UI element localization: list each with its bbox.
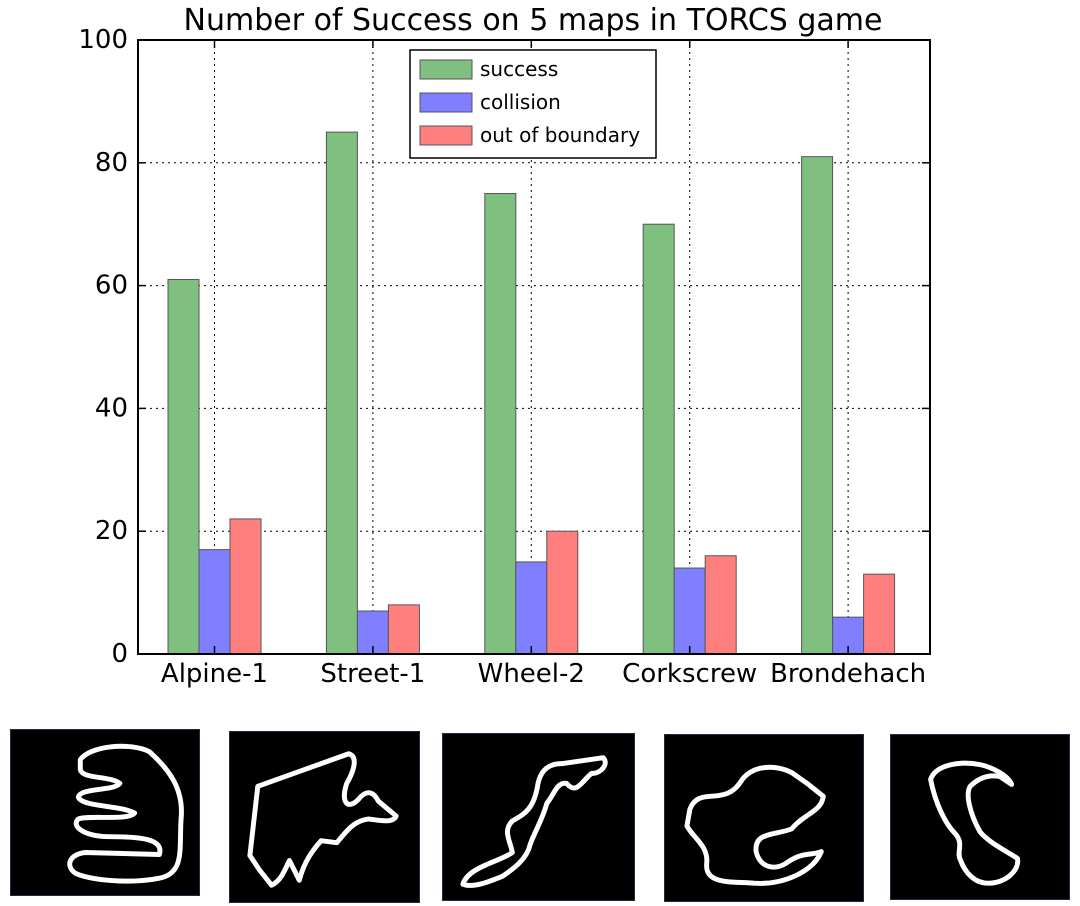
y-tick-label: 80 [95,148,128,178]
track-map-wheel-2 [442,733,635,901]
bar-chart: Number of Success on 5 maps in TORCS gam… [78,3,931,689]
alpine-1-track-map-icon [67,743,184,884]
track-map-alpine-1 [10,729,200,896]
bar-collision-wheel-2 [515,561,548,655]
street-1-track-map-icon [247,751,399,888]
bar-out-of-boundary-wheel-2 [546,530,579,655]
x-tick-label: Wheel-2 [478,659,585,689]
chart-title: Number of Success on 5 maps in TORCS gam… [184,3,883,38]
y-tick-label: 0 [111,639,128,669]
bar-out-of-boundary-corkscrew [704,555,737,655]
track-map-street-1 [229,731,420,903]
legend-swatch [419,125,473,146]
legend-label: collision [480,90,561,114]
bar-success-wheel-2 [484,193,517,655]
bar-success-corkscrew [642,223,675,655]
bar-collision-corkscrew [673,567,706,655]
legend-label: success [480,57,558,81]
legend-swatch [419,92,473,113]
bar-out-of-boundary-alpine-1 [229,518,262,655]
bar-success-street-1 [325,131,358,655]
bar-success-brondehach [801,156,834,655]
bar-out-of-boundary-street-1 [387,604,420,655]
legend-swatch [419,59,473,80]
y-tick-label: 60 [95,271,128,301]
bar-success-alpine-1 [167,278,200,655]
y-tick-label: 100 [78,25,128,55]
bar-collision-alpine-1 [198,549,231,655]
legend-label: out of boundary [480,123,640,147]
x-tick-label: Street-1 [320,659,425,689]
track-map-corkscrew [664,734,864,902]
x-tick-label: Alpine-1 [161,659,268,689]
plot-frame [137,39,931,655]
x-tick-label: Brondehach [770,659,926,689]
wheel-2-track-map-icon [460,755,608,888]
x-tick-label: Corkscrew [622,659,757,689]
y-tick-label: 20 [95,516,128,546]
y-tick-label: 40 [95,393,128,423]
brondehach-track-map-icon [928,760,1021,886]
bar-out-of-boundary-brondehach [863,573,896,655]
track-map-brondehach [890,734,1070,900]
corkscrew-track-map-icon [684,764,826,886]
